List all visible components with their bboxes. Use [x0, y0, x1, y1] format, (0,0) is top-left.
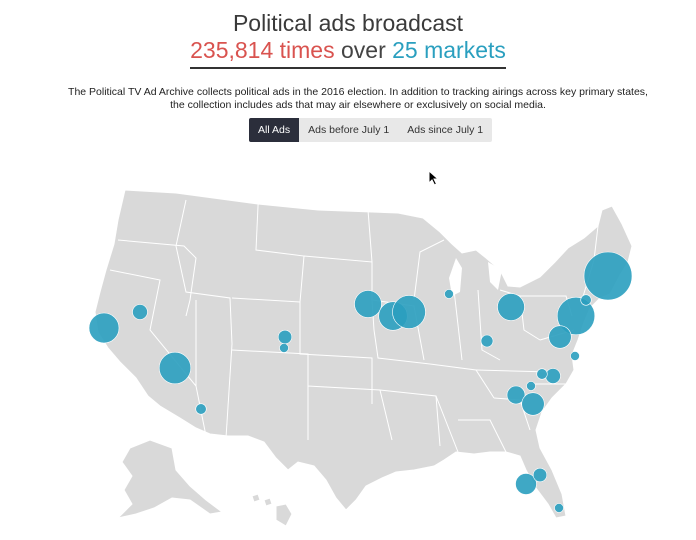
- market-bubble-colorado-springs[interactable]: [279, 343, 289, 353]
- state-borders: [109, 159, 599, 453]
- alaska-shape: [116, 439, 224, 519]
- headline-connector: over: [334, 37, 393, 63]
- market-bubble-manchester[interactable]: [580, 294, 592, 306]
- market-bubble-charlotte[interactable]: [526, 381, 536, 391]
- tab-ads-before-july-1[interactable]: Ads before July 1: [308, 124, 390, 136]
- market-bubble-boston[interactable]: [583, 251, 633, 301]
- description-text: The Political TV Ad Archive collects pol…: [68, 86, 648, 111]
- market-bubble-raleigh[interactable]: [545, 368, 561, 384]
- market-bubble-miami[interactable]: [554, 503, 564, 513]
- market-bubble-milwaukee[interactable]: [444, 289, 454, 299]
- headline-stats: 235,814 times over 25 markets: [190, 37, 506, 69]
- market-bubble-washington-dc[interactable]: [548, 325, 572, 349]
- great-lakes: [449, 258, 502, 296]
- markets-count: 25 markets: [392, 37, 506, 63]
- market-bubble-davenport[interactable]: [392, 295, 426, 329]
- header: Political ads broadcast 235,814 times ov…: [0, 10, 696, 69]
- page-title: Political ads broadcast: [232, 10, 464, 36]
- market-bubble-tucson[interactable]: [195, 403, 207, 415]
- market-bubbles: [88, 251, 633, 513]
- market-bubble-philadelphia[interactable]: [556, 296, 596, 336]
- market-bubble-tampa[interactable]: [515, 473, 537, 495]
- market-bubble-columbia[interactable]: [521, 392, 545, 416]
- market-bubble-denver[interactable]: [277, 329, 293, 345]
- market-bubble-greenville[interactable]: [506, 385, 526, 405]
- tab-ads-since-july-1[interactable]: Ads since July 1: [407, 124, 484, 136]
- market-bubble-reno[interactable]: [132, 304, 148, 320]
- us-land: [94, 159, 633, 527]
- market-bubble-norfolk[interactable]: [570, 351, 580, 361]
- airings-count: 235,814 times: [190, 37, 335, 63]
- market-bubble-san-francisco[interactable]: [88, 312, 120, 344]
- market-bubble-des-moines[interactable]: [354, 290, 382, 318]
- market-bubble-columbus[interactable]: [480, 334, 494, 348]
- filter-tabs: All Ads Ads before July 1 Ads since July…: [249, 118, 493, 142]
- market-bubble-charleston[interactable]: [536, 368, 548, 380]
- mouse-cursor-icon: [428, 170, 440, 186]
- market-bubble-cleveland[interactable]: [497, 293, 525, 321]
- hawaii-shape: [251, 493, 293, 527]
- tab-all-ads[interactable]: All Ads: [249, 118, 300, 142]
- market-bubble-orlando[interactable]: [532, 467, 548, 483]
- market-bubble-las-vegas[interactable]: [158, 351, 192, 385]
